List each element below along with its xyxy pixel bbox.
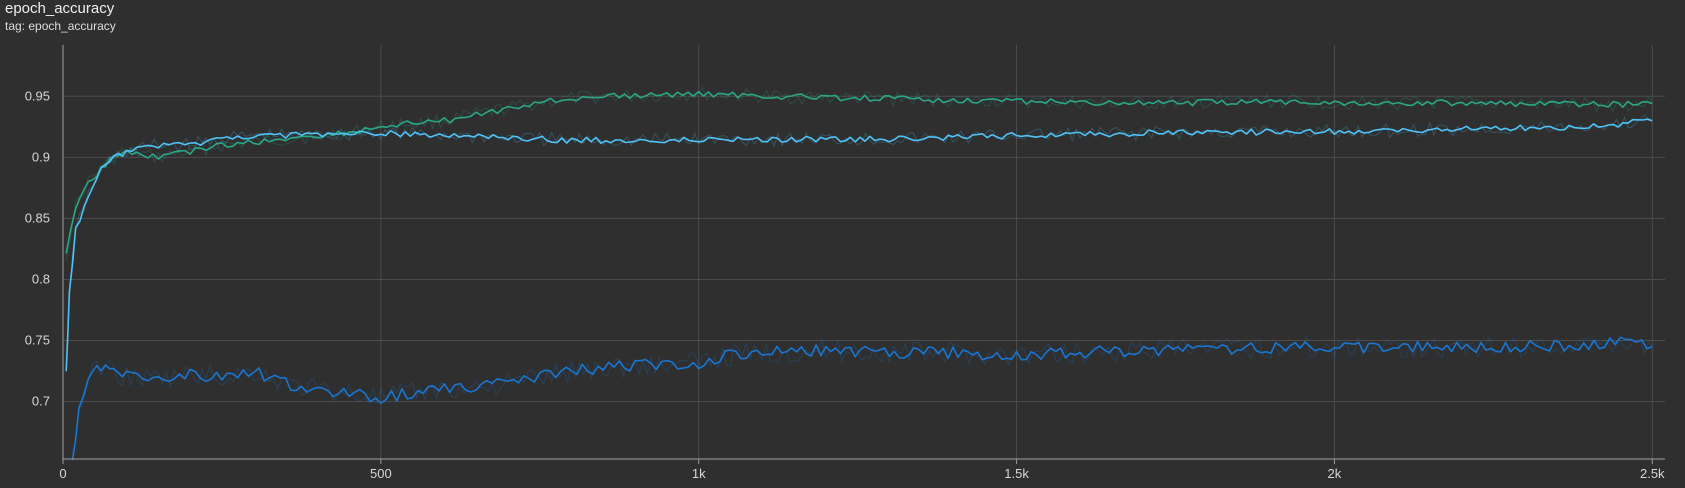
x-tick-label: 2.5k (1640, 466, 1665, 481)
x-tick-label: 500 (370, 466, 392, 481)
y-tick-label: 0.85 (25, 210, 50, 225)
x-tick-label: 0 (59, 466, 66, 481)
y-tick-label: 0.8 (32, 271, 50, 286)
series-raw-line (65, 86, 1653, 261)
series-raw-line (72, 334, 1653, 454)
series-line[interactable] (71, 336, 1653, 461)
x-tick-label: 1k (692, 466, 706, 481)
series-line[interactable] (65, 118, 1653, 372)
series-raw-line (65, 114, 1653, 366)
series-line[interactable] (65, 90, 1653, 254)
grid-lines (63, 45, 1665, 459)
card-title: epoch_accuracy (5, 0, 115, 17)
card-tag: tag: epoch_accuracy (5, 19, 116, 33)
y-tick-label: 0.95 (25, 88, 50, 103)
series-layer (65, 86, 1653, 461)
y-tick-label: 0.9 (32, 149, 50, 164)
x-tick-label: 2k (1328, 466, 1342, 481)
y-tick-label: 0.7 (32, 394, 50, 409)
x-tick-label: 1.5k (1004, 466, 1029, 481)
axes-layer: 0.7 0.75 0.8 0.85 0.9 0.95 0 500 1k 1.5k 2k 2.5k (25, 45, 1665, 481)
y-tick-label: 0.75 (25, 333, 50, 348)
